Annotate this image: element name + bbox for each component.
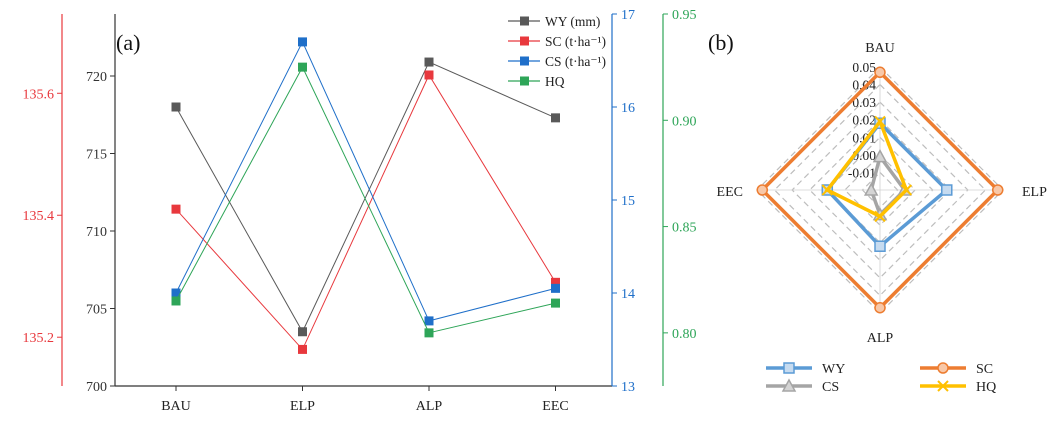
marker-cs [424,316,434,326]
wy-tick-label: 700 [86,380,107,395]
cs-tick-label: 14 [621,287,635,302]
radial-tick-label: 0.03 [852,95,876,110]
radar-axis-label: ELP [1022,185,1047,200]
legend-label: CS [822,380,839,395]
sc-tick-label: 135.6 [23,87,55,102]
series-line-cs [175,40,556,322]
panel-b-radar-chart: (b)0.050.040.030.020.010.00-0.01BAUELPAL… [708,30,1047,395]
wy-tick-label: 715 [86,148,107,163]
panel-label: (b) [708,30,734,55]
marker-cs [298,37,307,47]
legend-label: SC [976,362,993,377]
legend-label: WY [822,362,845,377]
sc-tick-label: 135.4 [23,209,55,224]
radar-marker-circle [874,301,886,314]
radar-marker-circle [937,362,949,374]
legend-marker [520,76,529,86]
marker-hq [298,62,307,72]
hq-tick-label: 0.80 [672,327,697,342]
radar-marker-square [874,240,886,252]
grid-ring [791,101,969,279]
cs-tick-label: 16 [621,101,635,116]
grid-ring [861,171,899,209]
radar-marker-square [941,184,953,196]
legend-marker [520,56,529,66]
x-tick-label: ALP [416,399,443,414]
x-tick-label: BAU [161,399,191,414]
hq-tick-label: 0.85 [672,221,697,236]
radar-marker-square [783,362,795,374]
radar-marker-x [900,184,913,196]
hq-tick-label: 0.95 [672,8,697,23]
panel-label: (a) [116,30,140,55]
radial-tick-label: 0.05 [852,60,876,75]
radar-marker-circle [991,184,1004,196]
marker-wy [298,327,307,337]
sc-tick-label: 135.2 [23,331,55,346]
marker-wy [171,102,181,112]
radar-marker-x [874,115,886,128]
wy-tick-label: 710 [86,225,107,240]
legend-label: WY (mm) [545,14,600,29]
radar-marker-x [821,184,833,196]
series-line-hq [175,66,556,334]
marker-sc [171,204,181,214]
legend-marker [520,36,529,46]
radial-tick-label: -0.01 [848,165,876,180]
marker-sc [298,344,307,354]
panel-a-line-chart: (a) 700 705 710 715 720 135.2 135.4 135.6 13 14 15 1… [23,8,697,414]
radar-marker-x [937,380,949,392]
marker-sc [551,277,560,287]
marker-cs [551,283,560,293]
marker-wy [551,113,560,123]
marker-sc [424,70,434,80]
radar-marker-x [874,210,886,223]
radar-marker-circle [874,66,886,79]
series-line-sc [175,73,556,351]
marker-wy [424,57,434,67]
marker-hq [424,328,434,338]
x-tick-label: EEC [542,399,568,414]
marker-cs [171,288,181,298]
legend-label: HQ [976,380,996,395]
marker-hq [171,296,181,306]
series-line-wy [175,61,556,333]
cs-tick-label: 13 [621,380,635,395]
radar-axis-label: BAU [865,41,895,56]
radar-marker-circle [756,184,769,196]
radar-axis-label: ALP [867,331,894,346]
legend-label: CS (t·ha⁻¹) [545,54,606,69]
legend-label: HQ [545,74,565,89]
grid-ring [808,118,952,262]
wy-tick-label: 705 [86,303,107,318]
marker-hq [551,298,560,308]
grid-ring [756,66,1004,314]
legend-marker [520,16,529,26]
hq-tick-label: 0.90 [672,114,697,129]
wy-tick-label: 720 [86,70,107,85]
radar-axis-label: EEC [717,185,743,200]
cs-tick-label: 15 [621,194,635,209]
radar-marker-triangle [781,378,797,392]
radial-tick-label: 0.02 [852,113,876,128]
radar-marker-triangle [863,182,879,196]
legend-label: SC (t·ha⁻¹) [545,34,606,49]
x-tick-label: ELP [290,399,315,414]
radar-marker-triangle [872,149,888,163]
cs-tick-label: 17 [621,8,635,23]
